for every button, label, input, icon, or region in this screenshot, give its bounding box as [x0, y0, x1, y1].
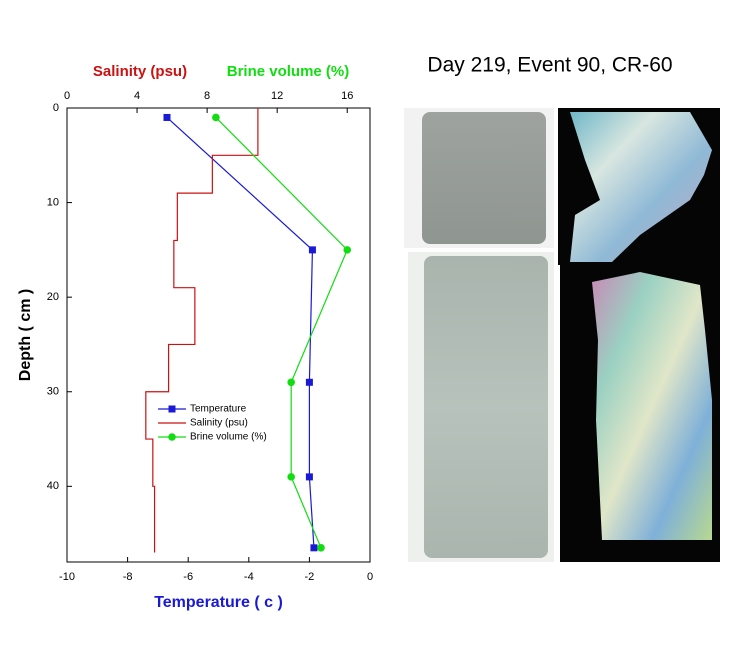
y-tick-label: 20 — [47, 291, 59, 303]
y-axis-label: Depth ( cm ) — [17, 289, 34, 381]
marker — [287, 378, 295, 387]
x2-axis-label: Brine volume (%) — [227, 63, 350, 80]
marker — [308, 246, 316, 254]
marker — [310, 544, 318, 552]
x-tick-label: -6 — [183, 571, 193, 583]
legend-label: Salinity (psu) — [190, 418, 248, 429]
x-axis-label: Temperature ( c ) — [154, 594, 283, 611]
marker — [305, 473, 313, 481]
photo-title: Day 219, Event 90, CR-60 — [427, 54, 672, 77]
x2-axis-label: Salinity (psu) — [93, 63, 187, 80]
photos — [404, 108, 720, 562]
photo — [424, 256, 548, 558]
marker — [212, 113, 220, 122]
photo — [422, 112, 546, 244]
marker — [163, 113, 171, 121]
x2-tick-label: 0 — [64, 90, 70, 102]
marker — [317, 544, 325, 552]
x2-tick-label: 4 — [134, 90, 140, 102]
series-line — [145, 108, 259, 553]
y-tick-label: 0 — [53, 102, 59, 114]
y-tick-label: 10 — [47, 196, 59, 208]
plot-frame — [66, 107, 371, 563]
x2-tick-label: 8 — [204, 90, 210, 102]
y-tick-label: 40 — [47, 480, 59, 492]
x-tick-label: -2 — [305, 571, 315, 583]
series-line — [166, 117, 315, 548]
photo — [570, 112, 712, 262]
x-tick-label: -10 — [59, 571, 75, 583]
legend-label: Brine volume (%) — [190, 432, 267, 443]
marker — [305, 378, 313, 386]
series-line — [215, 117, 348, 549]
legend-marker — [168, 433, 176, 441]
marker — [287, 473, 295, 481]
x-tick-label: -8 — [123, 571, 133, 583]
x2-tick-label: 12 — [271, 90, 283, 102]
x-tick-label: -4 — [244, 571, 254, 583]
y-tick-label: 30 — [47, 386, 59, 398]
photo — [592, 272, 712, 540]
x-tick-label: 0 — [367, 571, 373, 583]
legend-label: Temperature — [190, 404, 247, 415]
marker — [343, 246, 352, 254]
x2-tick-label: 16 — [341, 90, 353, 102]
legend-marker — [168, 405, 176, 413]
